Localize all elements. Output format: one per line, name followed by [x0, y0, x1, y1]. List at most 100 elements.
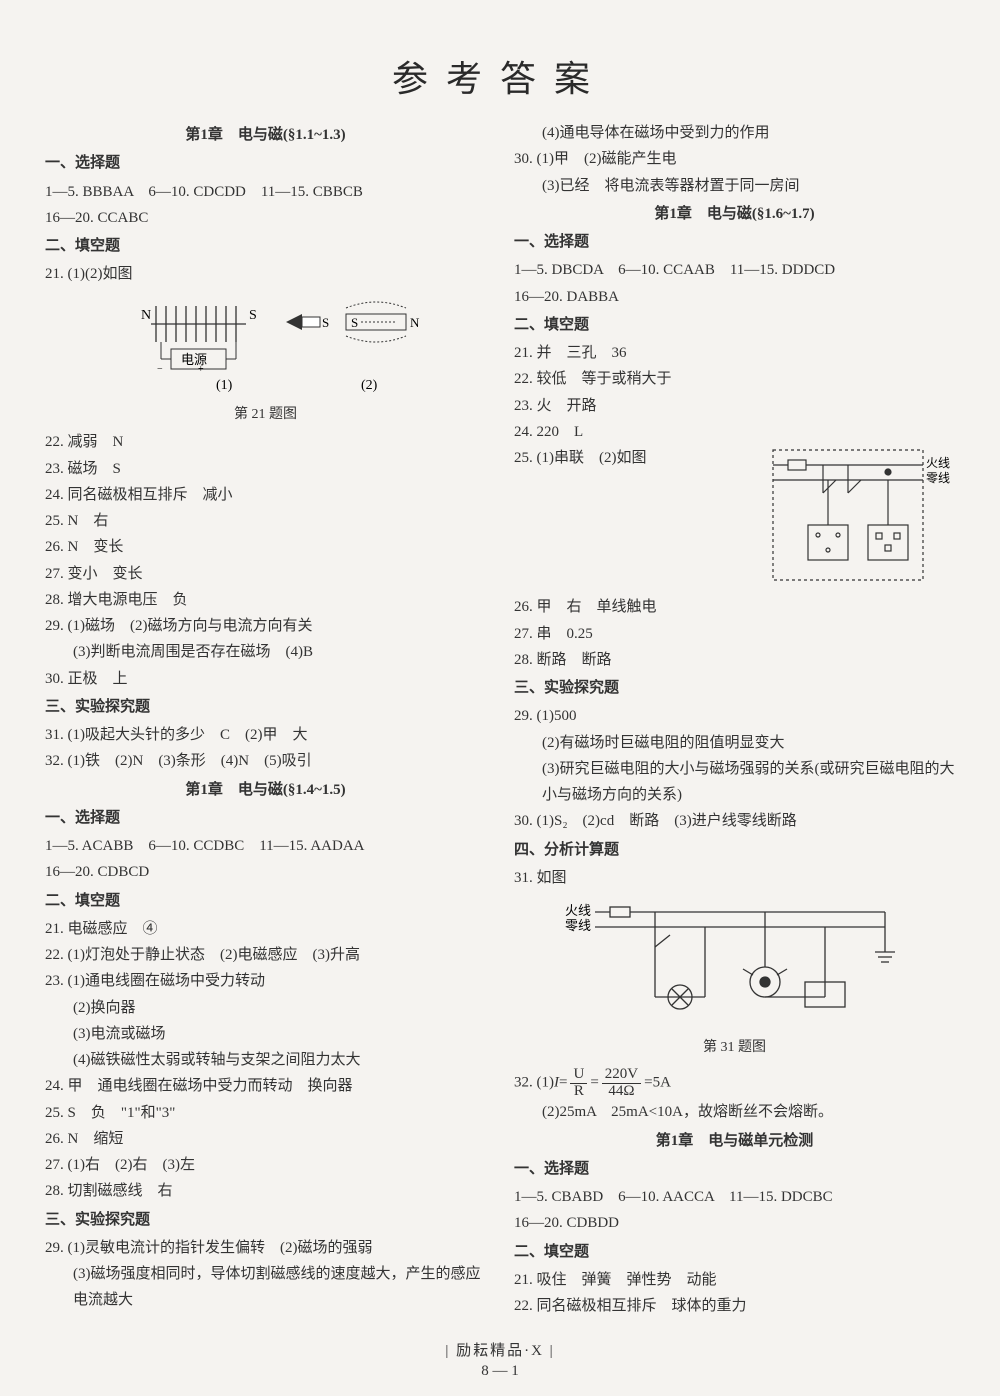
two-column-layout: 第1章 电与磁(§1.1~1.3) 一、选择题 1—5. BBBAA 6—10.…	[45, 120, 955, 1319]
answer-line: 27. 变小 变长	[45, 561, 486, 587]
fraction: 220V44Ω	[602, 1067, 641, 1100]
answer-line: 28. 切割磁感线 右	[45, 1178, 486, 1204]
footer-page-number: 8 — 1	[0, 1363, 1000, 1380]
figure-21-svg: N S 电源 + − S	[101, 294, 431, 394]
fig21-num2: (2)	[361, 378, 378, 393]
svg-text:S: S	[351, 315, 358, 330]
figure-21: N S 电源 + − S	[45, 294, 486, 428]
section-heading: 二、填空题	[45, 888, 486, 914]
answer-line: 21. 吸住 弹簧 弹性势 动能	[514, 1267, 955, 1293]
answer-line: 27. 串 0.25	[514, 621, 955, 647]
label-live: 火线	[565, 903, 591, 918]
answer-line: (4)磁铁磁性太弱或转轴与支架之间阻力太大	[45, 1047, 486, 1073]
answer-line: 27. (1)右 (2)右 (3)左	[45, 1152, 486, 1178]
page-title: 参考答案	[45, 50, 955, 102]
answer-line: (3)已经 将电流表等器材置于同一房间	[514, 173, 955, 199]
answer-line: 23. 火 开路	[514, 393, 955, 419]
svg-text:−: −	[157, 364, 163, 375]
answer-line: 16—20. DABBA	[514, 284, 955, 310]
answer-line: (2)25mA 25mA<10A，故熔断丝不会熔断。	[514, 1099, 955, 1125]
answer-line: 1—5. DBCDA 6—10. CCAAB 11—15. DDDCD	[514, 257, 955, 283]
svg-text:N: N	[410, 315, 420, 330]
answer-line: 23. (1)通电线圈在磁场中受力转动	[45, 968, 486, 994]
answer-line: 26. 甲 右 单线触电	[514, 594, 955, 620]
answer-line: 28. 增大电源电压 负	[45, 587, 486, 613]
answer-line: 21. 并 三孔 36	[514, 340, 955, 366]
answer-line: 16—20. CDBDD	[514, 1210, 955, 1236]
answer-line: 29. (1)500	[514, 703, 955, 729]
answer-line: (3)磁场强度相同时，导体切割磁感线的速度越大，产生的感应电流越大	[45, 1261, 486, 1314]
section-heading: 三、实验探究题	[514, 675, 955, 701]
label-N: N	[141, 308, 151, 323]
answer-line: 29. (1)灵敏电流计的指针发生偏转 (2)磁场的强弱	[45, 1235, 486, 1261]
answer-line: 16—20. CCABC	[45, 205, 486, 231]
answer-line: 21. 电磁感应 ④	[45, 916, 486, 942]
chapter-heading: 第1章 电与磁(§1.1~1.3)	[45, 122, 486, 148]
fig21-num1: (1)	[216, 378, 233, 393]
section-heading: 三、实验探究题	[45, 694, 486, 720]
answer-line: (3)电流或磁场	[45, 1021, 486, 1047]
right-column: (4)通电导体在磁场中受到力的作用 30. (1)甲 (2)磁能产生电 (3)已…	[514, 120, 955, 1319]
fraction-den: R	[570, 1084, 587, 1100]
svg-text:S: S	[322, 315, 329, 330]
equals: =	[590, 1074, 598, 1090]
figure-25-svg: 火线 零线	[768, 445, 953, 585]
section-heading: 二、填空题	[45, 233, 486, 259]
section-heading: 二、填空题	[514, 312, 955, 338]
answer-line: 25. N 右	[45, 508, 486, 534]
answer-line: 1—5. CBABD 6—10. AACCA 11—15. DDCBC	[514, 1184, 955, 1210]
answer-line: 30. (1)S₂ (2)cd 断路 (3)进户线零线断路	[514, 808, 955, 834]
section-heading: 三、实验探究题	[45, 1207, 486, 1233]
figure-caption: 第 21 题图	[45, 403, 486, 428]
section-heading: 一、选择题	[514, 229, 955, 255]
answer-line: 26. N 变长	[45, 534, 486, 560]
figure-31: 火线 零线 第 31 题图	[514, 897, 955, 1061]
formula-result: =5A	[644, 1074, 671, 1090]
answer-line: 28. 断路 断路	[514, 647, 955, 673]
answer-line: (2)有磁场时巨磁电阻的阻值明显变大	[514, 730, 955, 756]
fraction-num: U	[570, 1067, 587, 1084]
equals: =	[559, 1074, 567, 1090]
answer-line: 24. 同名磁极相互排斥 减小	[45, 482, 486, 508]
answer-line: 32. (1)铁 (2)N (3)条形 (4)N (5)吸引	[45, 748, 486, 774]
answer-line: 24. 甲 通电线圈在磁场中受力而转动 换向器	[45, 1073, 486, 1099]
formula-prefix: 32. (1)	[514, 1074, 554, 1090]
answer-line: 26. N 缩短	[45, 1126, 486, 1152]
answer-line: 31. (1)吸起大头针的多少 C (2)甲 大	[45, 722, 486, 748]
answer-line: 23. 磁场 S	[45, 456, 486, 482]
answer-line: 22. 同名磁极相互排斥 球体的重力	[514, 1293, 955, 1319]
label-live: 火线	[926, 456, 950, 470]
answer-line: 24. 220 L	[514, 419, 955, 445]
figure-25: 火线 零线	[765, 445, 955, 594]
section-heading: 二、填空题	[514, 1239, 955, 1265]
figure-caption: 第 31 题图	[514, 1036, 955, 1061]
answer-line: 25. S 负 "1"和"3"	[45, 1100, 486, 1126]
answer-line: 22. (1)灯泡处于静止状态 (2)电磁感应 (3)升高	[45, 942, 486, 968]
label-S: S	[249, 308, 257, 323]
answer-line: 31. 如图	[514, 865, 955, 891]
answer-line-formula: 32. (1)I=UR=220V44Ω=5A	[514, 1067, 955, 1100]
answer-line: 16—20. CDBCD	[45, 859, 486, 885]
fraction: UR	[570, 1067, 587, 1100]
figure-31-svg: 火线 零线	[565, 897, 905, 1027]
answer-line: 30. (1)甲 (2)磁能产生电	[514, 146, 955, 172]
footer-brand: | 励耘精品·X |	[0, 1339, 1000, 1360]
section-heading: 一、选择题	[45, 805, 486, 831]
section-heading: 四、分析计算题	[514, 837, 955, 863]
answer-line: (4)通电导体在磁场中受到力的作用	[514, 120, 955, 146]
answer-line: (3)研究巨磁电阻的大小与磁场强弱的关系(或研究巨磁电阻的大小与磁场方向的关系)	[514, 756, 955, 809]
section-heading: 一、选择题	[514, 1156, 955, 1182]
label-neutral: 零线	[926, 471, 950, 485]
answer-line: 1—5. ACABB 6—10. CCDBC 11—15. AADAA	[45, 833, 486, 859]
section-heading: 一、选择题	[45, 150, 486, 176]
answer-line: (2)换向器	[45, 995, 486, 1021]
answer-line: 22. 减弱 N	[45, 429, 486, 455]
svg-text:+: +	[198, 364, 204, 375]
answer-line: 1—5. BBBAA 6—10. CDCDD 11—15. CBBCB	[45, 179, 486, 205]
chapter-heading: 第1章 电与磁(§1.6~1.7)	[514, 201, 955, 227]
fraction-den: 44Ω	[602, 1084, 641, 1100]
answer-line: 29. (1)磁场 (2)磁场方向与电流方向有关	[45, 613, 486, 639]
answer-line: 22. 较低 等于或稍大于	[514, 366, 955, 392]
label-neutral: 零线	[565, 918, 591, 933]
answer-line: (3)判断电流周围是否存在磁场 (4)B	[45, 639, 486, 665]
